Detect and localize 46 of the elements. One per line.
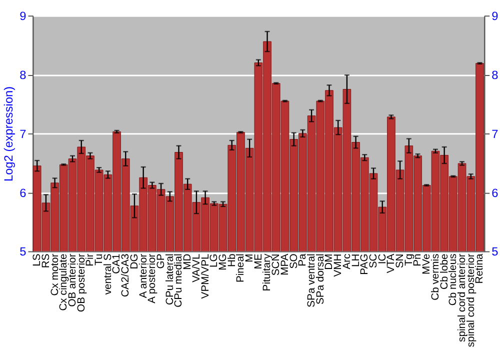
y-axis-title: Log2 (expression)	[2, 86, 16, 182]
x-tick-label: Pa	[298, 254, 309, 266]
x-tick-label: LH	[350, 254, 362, 267]
x-tick-label: GP	[156, 254, 168, 269]
x-tick-label: MVe	[422, 253, 433, 274]
x-tick-label: ME	[253, 254, 264, 270]
x-tick-label: Pineal	[236, 254, 247, 283]
y2-tick-label: 6	[492, 186, 499, 200]
x-tick-label: SC	[368, 253, 380, 268]
x-tick-label: A posterior	[147, 253, 158, 304]
x-tick-label: CPu medial	[174, 254, 185, 308]
x-tick-label: Pituitary	[262, 252, 274, 292]
x-tick-label: MG	[218, 254, 229, 270]
y-tick-label: 5	[20, 244, 27, 259]
x-tick-label: SPa dorsal	[315, 254, 326, 304]
x-tick-label: Cb nucleus	[448, 254, 460, 306]
x-tick-label: spinal cord posterior	[466, 253, 477, 348]
y2-tick-label: 5	[492, 244, 499, 259]
x-tick-label: CA1	[112, 253, 123, 274]
x-tick-label: A anterior	[138, 253, 150, 298]
x-tick-label: OB anterior	[67, 253, 78, 307]
y2-tick-label: 9	[492, 9, 499, 24]
x-tick-label: CPu lateral	[164, 254, 176, 306]
y2-tick-label: 8	[492, 68, 499, 82]
x-tick-label: Arc	[342, 254, 353, 270]
x-tick-label: spinal cord anterior	[456, 253, 468, 342]
y-tick-label: 7	[20, 126, 26, 141]
x-tick-label: MPA	[280, 254, 291, 276]
x-tick-label: RS	[40, 254, 52, 268]
y-tick-label: 6	[20, 186, 27, 200]
x-tick-label: SPa ventral	[306, 254, 318, 308]
x-tick-label: Cx motor	[50, 253, 61, 296]
x-tick-label: VPM/VPL	[200, 253, 212, 299]
x-tick-label: Tg	[404, 253, 415, 266]
x-tick-label: Hb	[226, 253, 238, 267]
x-tick-label: Cb vermis	[430, 254, 442, 300]
x-tick-label: SO	[288, 254, 300, 269]
x-tick-label: Cb lobe	[439, 253, 450, 290]
x-tick-label: Retina	[474, 254, 486, 284]
x-tick-label: DG	[129, 254, 140, 270]
x-tick-label: IC	[377, 253, 388, 264]
x-tick-label: VA/VL	[191, 254, 202, 282]
y2-tick-label: 7	[492, 126, 498, 141]
y-tick-label: 9	[20, 9, 27, 24]
y-tick-label: 8	[20, 68, 27, 82]
x-tick-label: OB posterior	[76, 253, 88, 312]
